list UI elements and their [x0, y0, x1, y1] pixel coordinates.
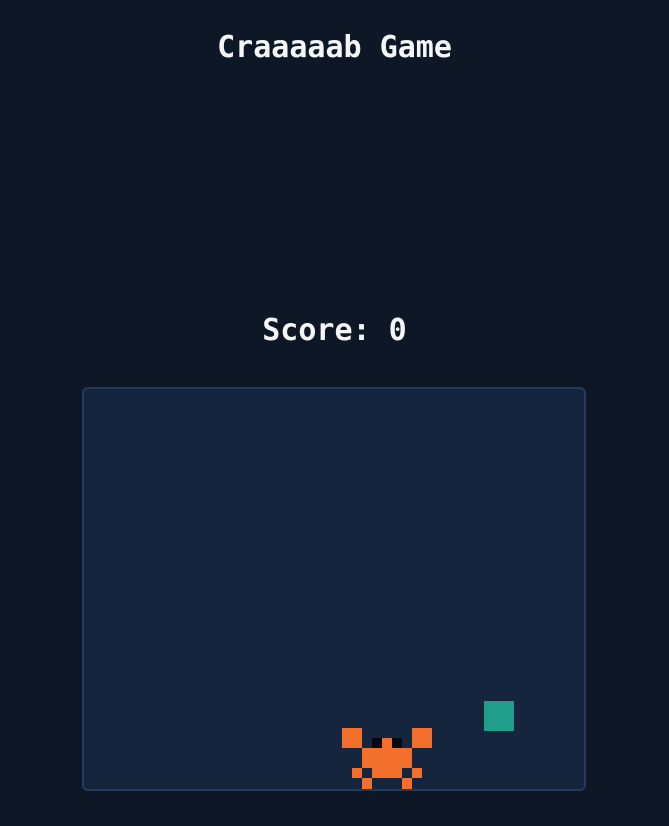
crab-player[interactable] [342, 728, 432, 789]
crab-left-claw [342, 728, 362, 748]
game-title: Craaaaab Game [217, 30, 452, 65]
crab-left-eye [372, 738, 382, 748]
crab-right-eye [392, 738, 402, 748]
crab-right-claw [412, 728, 432, 748]
score-display: Score: 0 [262, 313, 407, 348]
crab-right-leg-upper [412, 768, 422, 778]
food-block [484, 701, 514, 731]
crab-left-foot [362, 778, 372, 789]
crab-body [362, 748, 412, 768]
crab-left-leg-upper [352, 768, 362, 778]
crab-belly [372, 768, 402, 778]
crab-head [382, 738, 392, 748]
crab-right-foot [402, 778, 412, 789]
game-board[interactable] [82, 387, 586, 791]
